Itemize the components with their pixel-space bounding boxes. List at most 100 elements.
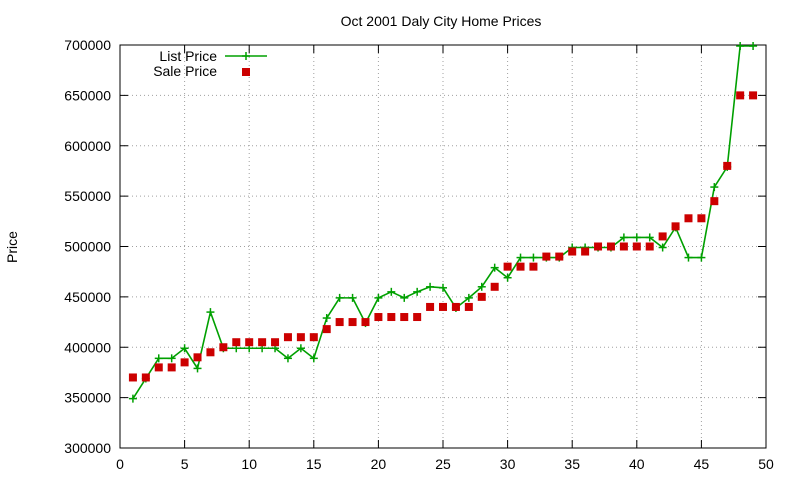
- sale-price-point: [658, 232, 667, 241]
- sale-price-point: [219, 343, 228, 352]
- sale-price-point: [206, 348, 215, 357]
- x-tick-label: 15: [306, 456, 322, 472]
- sale-price-point: [348, 318, 357, 327]
- sale-price-point: [632, 242, 641, 251]
- sale-price-point: [283, 333, 292, 342]
- sale-price-point: [477, 292, 486, 301]
- sale-price-point: [413, 313, 422, 322]
- legend-marker-list-price: [242, 52, 250, 60]
- sale-price-point: [606, 242, 615, 251]
- list-price-point: [283, 354, 292, 363]
- y-axis-label: Price: [4, 231, 20, 263]
- list-price-point: [710, 183, 719, 192]
- list-price-point: [154, 354, 163, 363]
- list-price-point: [490, 263, 499, 272]
- list-price-point: [426, 282, 435, 291]
- sale-price-point: [245, 338, 254, 347]
- list-price-point: [206, 308, 215, 317]
- grid: [120, 45, 766, 448]
- chart-title: Oct 2001 Daly City Home Prices: [341, 13, 542, 29]
- list-price-point: [736, 42, 745, 51]
- sale-price-point: [581, 247, 590, 256]
- list-price-point: [374, 293, 383, 302]
- y-tick-label: 650000: [64, 87, 111, 103]
- x-tick-label: 25: [435, 456, 451, 472]
- sale-price-point: [451, 302, 460, 311]
- x-tick-label: 10: [241, 456, 257, 472]
- y-tick-label: 450000: [64, 289, 111, 305]
- sale-price-point: [232, 338, 241, 347]
- legend-marker-sale-price: [242, 68, 250, 76]
- sale-price-point: [296, 333, 305, 342]
- y-tick-label: 550000: [64, 188, 111, 204]
- list-price-point: [697, 253, 706, 262]
- x-tick-label: 45: [694, 456, 710, 472]
- sale-price-point: [426, 302, 435, 311]
- y-tick-label: 300000: [64, 440, 111, 456]
- list-price-point: [658, 243, 667, 252]
- list-price-point: [309, 354, 318, 363]
- sale-price-point: [684, 214, 693, 223]
- sale-price-point: [374, 313, 383, 322]
- list-price-point: [322, 314, 331, 323]
- sale-price-point: [490, 282, 499, 291]
- legend-swatches: [225, 52, 267, 76]
- legend: List Price Sale Price: [153, 48, 267, 79]
- plot-border: [119, 44, 767, 449]
- list-price-point: [516, 253, 525, 262]
- legend-label-list-price: List Price: [159, 48, 217, 64]
- list-price-point: [619, 233, 628, 242]
- sale-price-point: [271, 338, 280, 347]
- sale-price-point: [400, 313, 409, 322]
- list-price-point: [387, 287, 396, 296]
- y-tick-label: 500000: [64, 239, 111, 255]
- list-price-point: [193, 364, 202, 373]
- list-price-point: [348, 293, 357, 302]
- list-price-point: [632, 233, 641, 242]
- legend-label-sale-price: Sale Price: [153, 63, 217, 79]
- sale-price-point: [322, 325, 331, 334]
- sale-price-point: [619, 242, 628, 251]
- sale-price-point: [542, 252, 551, 261]
- sale-price-point: [671, 222, 680, 231]
- list-price-point: [296, 344, 305, 353]
- y-tick-label: 350000: [64, 390, 111, 406]
- sale-price-point: [335, 318, 344, 327]
- series-sale-price: [128, 91, 758, 382]
- list-price-point: [503, 273, 512, 282]
- x-tick-label: 20: [371, 456, 387, 472]
- x-tick-label: 35: [564, 456, 580, 472]
- list-price-point: [400, 293, 409, 302]
- sale-price-point: [464, 302, 473, 311]
- list-price-point: [413, 287, 422, 296]
- sale-price-point: [736, 91, 745, 100]
- sale-price-point: [309, 333, 318, 342]
- x-tick-label: 0: [116, 456, 124, 472]
- axis-ticks: 300000 350000 400000 450000 500000 550000 6000…: [64, 37, 774, 472]
- sale-price-point: [154, 363, 163, 372]
- list-price-point: [180, 344, 189, 353]
- sale-price-point: [645, 242, 654, 251]
- sale-price-point: [723, 161, 732, 170]
- list-price-point: [749, 42, 758, 51]
- list-price-point: [684, 253, 693, 262]
- list-price-point: [645, 233, 654, 242]
- sale-price-point: [180, 358, 189, 367]
- list-price-point: [439, 283, 447, 292]
- series-list-price: [128, 42, 758, 403]
- sale-price-point: [387, 313, 396, 322]
- list-price-point: [464, 293, 473, 302]
- list-price-point: [128, 394, 137, 403]
- sale-price-point: [697, 214, 706, 223]
- x-tick-label: 30: [500, 456, 516, 472]
- sale-price-point: [594, 242, 603, 251]
- y-tick-label: 400000: [64, 339, 111, 355]
- sale-price-point: [710, 197, 719, 206]
- sale-price-point: [439, 302, 447, 311]
- x-tick-label: 50: [758, 456, 774, 472]
- sale-price-point: [361, 318, 370, 327]
- sale-price-point: [529, 262, 538, 271]
- list-price-point: [335, 293, 344, 302]
